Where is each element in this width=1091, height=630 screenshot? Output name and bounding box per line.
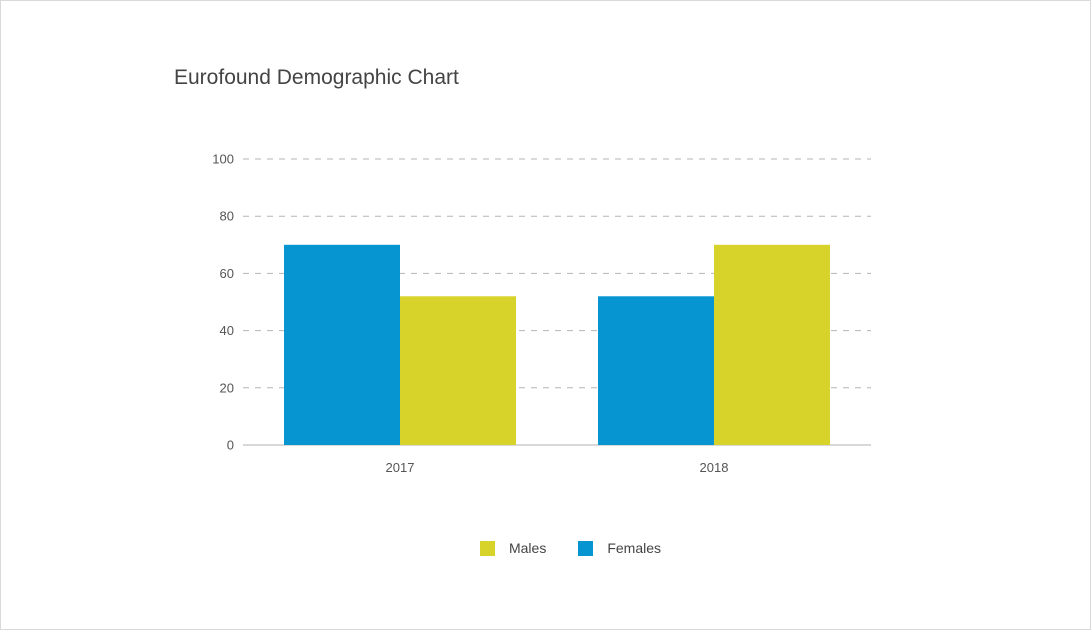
legend-label-females: Females xyxy=(607,540,662,556)
chart-title: Eurofound Demographic Chart xyxy=(174,66,459,89)
legend-swatch-males xyxy=(479,540,495,556)
bar-females-2018 xyxy=(598,296,714,445)
legend-item-females[interactable]: Females xyxy=(578,540,661,556)
x-tick-label-2017: 2017 xyxy=(386,460,415,475)
bar-females-2017 xyxy=(284,244,400,445)
y-tick-label-60: 60 xyxy=(220,266,234,281)
legend-swatch-females xyxy=(578,540,594,556)
y-tick-label-20: 20 xyxy=(220,380,234,395)
y-tick-label-40: 40 xyxy=(220,323,234,338)
y-tick-label-0: 0 xyxy=(227,438,234,453)
chart-legend: Males Females xyxy=(0,540,1091,556)
legend-item-males[interactable]: Males xyxy=(479,540,547,556)
x-tick-label-2018: 2018 xyxy=(700,460,729,475)
y-tick-label-100: 100 xyxy=(212,152,234,167)
legend-label-males: Males xyxy=(508,540,547,556)
y-tick-label-80: 80 xyxy=(220,209,234,224)
bar-males-2018 xyxy=(714,244,830,445)
bar-males-2017 xyxy=(400,296,516,445)
